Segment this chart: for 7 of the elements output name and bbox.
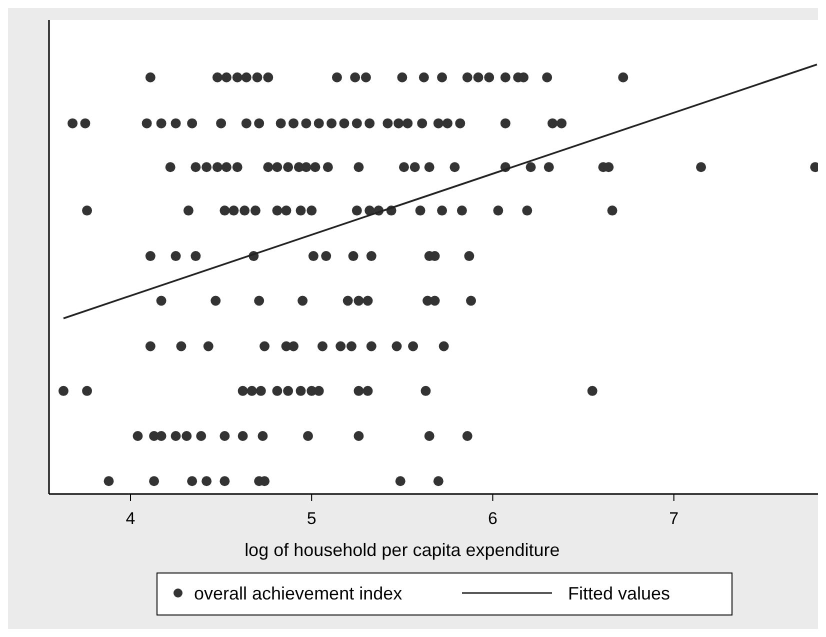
legend-label: overall achievement index: [194, 583, 402, 604]
x-tick-label: 5: [306, 509, 316, 528]
legend-label: Fitted values: [568, 583, 670, 604]
x-tick-label: 6: [488, 509, 498, 528]
x-axis-title: log of household per capita expenditure: [244, 540, 560, 560]
x-tick-label: 4: [126, 509, 136, 528]
x-tick-label: 7: [669, 509, 679, 528]
